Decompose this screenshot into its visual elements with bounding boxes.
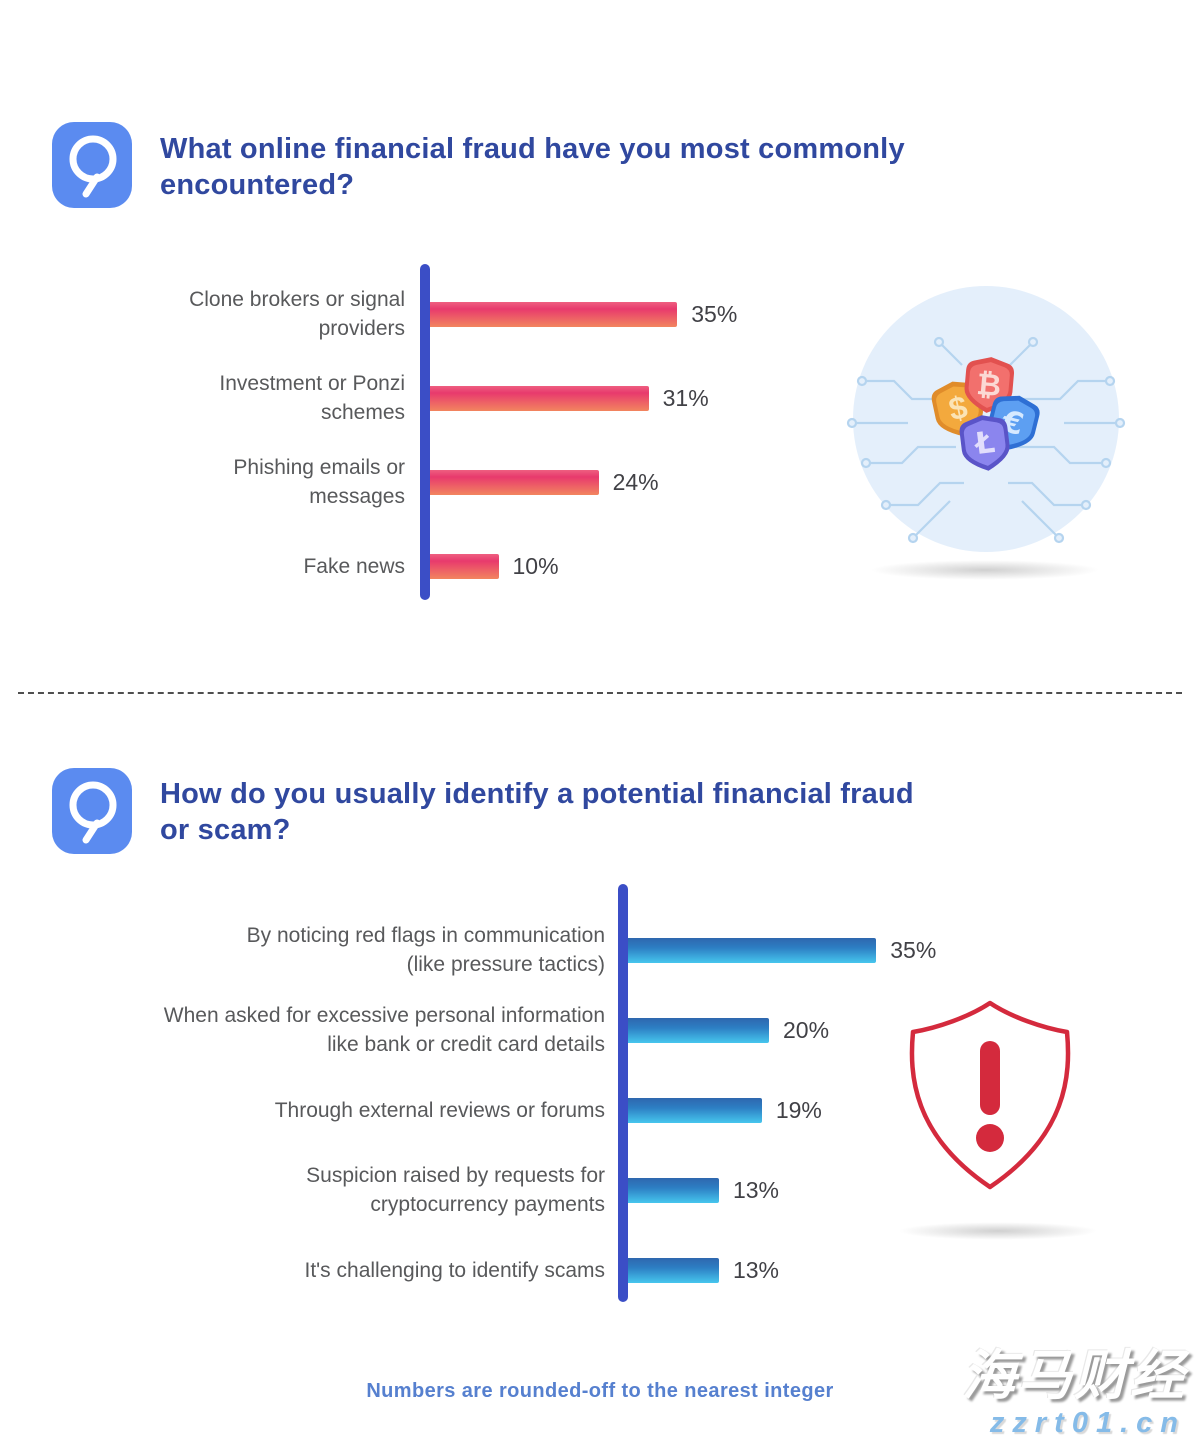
question-1-icon-wrap bbox=[52, 122, 132, 208]
question-1-title-line2: encountered? bbox=[160, 169, 355, 201]
fraud-encountered-bar-chart: Clone brokers or signal providers 35% Inves… bbox=[0, 264, 850, 608]
exclamation-dot bbox=[976, 1124, 1004, 1152]
question-1-title: What online financial fraud have you mos… bbox=[160, 131, 1060, 203]
chart-2-axis bbox=[618, 884, 628, 1302]
chart-row: Suspicion raised by requests for cryptocu… bbox=[0, 1150, 1000, 1230]
magnifier-question-icon bbox=[52, 122, 132, 208]
category-label: When asked for excessive personal inform… bbox=[163, 1004, 605, 1056]
bar bbox=[626, 1177, 719, 1203]
magnifier-glyph bbox=[69, 135, 117, 198]
bar bbox=[427, 385, 649, 411]
bar-value: 35% bbox=[691, 300, 738, 327]
question-2-title-line2: or scam? bbox=[160, 814, 291, 846]
bitcoin-shield-icon: ₿ bbox=[964, 357, 1015, 413]
bar bbox=[626, 1017, 769, 1043]
question-2-title: How do you usually identify a potential … bbox=[160, 776, 1080, 848]
watermark-url: zzrt01.cn bbox=[989, 1407, 1186, 1439]
category-label: Fake news bbox=[303, 554, 405, 578]
chart-row: When asked for excessive personal inform… bbox=[0, 990, 1000, 1070]
chart-row: It's challenging to identify scams 13% bbox=[0, 1230, 1000, 1310]
category-label: Clone brokers or signal providers bbox=[189, 288, 405, 340]
magnifier-glyph bbox=[69, 781, 117, 844]
bar-value: 31% bbox=[662, 384, 709, 411]
chart-row: Fake news 10% bbox=[0, 524, 850, 608]
chart-row: Investment or Ponzi schemes 31% bbox=[0, 356, 850, 440]
bar bbox=[427, 469, 599, 495]
category-label: Phishing emails or messages bbox=[233, 456, 405, 508]
footnote: Numbers are rounded-off to the nearest i… bbox=[366, 1380, 834, 1402]
alert-shield-icon bbox=[909, 1000, 1071, 1190]
bar-value: 35% bbox=[890, 936, 937, 963]
exclamation-bar bbox=[980, 1041, 1000, 1115]
chart-1-axis bbox=[420, 264, 430, 600]
bar-value: 13% bbox=[732, 1176, 779, 1203]
bar-value: 10% bbox=[512, 552, 559, 579]
question-2-icon-wrap bbox=[52, 768, 132, 854]
bar-value: 13% bbox=[732, 1256, 779, 1283]
chart-row: Clone brokers or signal providers 35% bbox=[0, 272, 850, 356]
bar bbox=[427, 553, 499, 579]
chart-row: By noticing red flags in communication (l… bbox=[0, 910, 1000, 990]
currency-shields-circuit-icon: $ ₿ € Ł bbox=[846, 286, 1126, 552]
category-label: Investment or Ponzi schemes bbox=[219, 372, 405, 424]
section-divider bbox=[18, 692, 1182, 694]
watermark: 海马财经 zzrt01.cn bbox=[962, 1346, 1186, 1440]
question-2-title-line1: How do you usually identify a potential … bbox=[160, 778, 914, 810]
category-label: Suspicion raised by requests for cryptocu… bbox=[306, 1164, 605, 1216]
magnifier-question-icon bbox=[52, 768, 132, 854]
bar-value: 19% bbox=[775, 1096, 822, 1123]
litecoin-shield-icon: Ł bbox=[959, 415, 1010, 471]
circle-illustration-shadow bbox=[870, 560, 1100, 580]
chart-row: Phishing emails or messages 24% bbox=[0, 440, 850, 524]
shield-illustration-shadow bbox=[898, 1222, 1098, 1240]
bar bbox=[427, 301, 678, 327]
category-label: Through external reviews or forums bbox=[274, 1098, 605, 1122]
bar bbox=[626, 1257, 719, 1283]
bar bbox=[626, 937, 877, 963]
bar-value: 24% bbox=[612, 468, 659, 495]
bar-value: 20% bbox=[783, 1016, 830, 1043]
watermark-brand: 海马财经 bbox=[962, 1346, 1186, 1406]
bar bbox=[626, 1097, 762, 1123]
question-1-title-line1: What online financial fraud have you mos… bbox=[160, 133, 905, 165]
chart-row: Through external reviews or forums 19% bbox=[0, 1070, 1000, 1150]
fraud-identify-bar-chart: By noticing red flags in communication (l… bbox=[0, 882, 1000, 1310]
category-label: By noticing red flags in communication (l… bbox=[246, 924, 605, 976]
category-label: It's challenging to identify scams bbox=[304, 1258, 606, 1282]
